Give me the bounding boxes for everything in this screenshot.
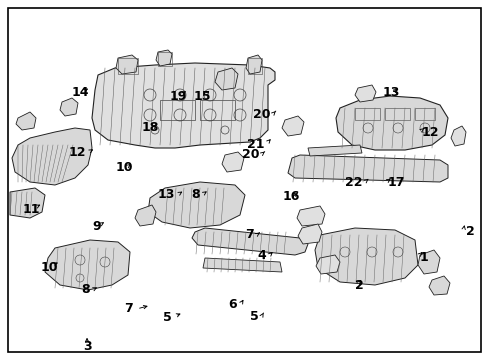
Bar xyxy=(158,52,172,66)
Text: 2: 2 xyxy=(465,225,473,238)
Text: 13: 13 xyxy=(382,86,399,99)
Bar xyxy=(354,108,379,120)
Polygon shape xyxy=(222,152,244,172)
Polygon shape xyxy=(135,205,156,226)
Text: 9: 9 xyxy=(92,220,101,233)
Text: 16: 16 xyxy=(282,190,299,203)
Polygon shape xyxy=(428,276,449,295)
Bar xyxy=(160,100,195,120)
Polygon shape xyxy=(335,96,447,150)
Polygon shape xyxy=(417,250,439,274)
Polygon shape xyxy=(116,55,138,74)
Polygon shape xyxy=(203,258,282,272)
Polygon shape xyxy=(92,63,274,148)
Polygon shape xyxy=(314,228,417,285)
Polygon shape xyxy=(287,155,447,182)
Text: 17: 17 xyxy=(386,176,404,189)
Polygon shape xyxy=(192,228,307,255)
Text: 8: 8 xyxy=(81,283,89,296)
Text: 11: 11 xyxy=(23,203,41,216)
Text: 5: 5 xyxy=(163,311,172,324)
Text: 13: 13 xyxy=(157,188,175,201)
Polygon shape xyxy=(296,206,325,226)
Text: 4: 4 xyxy=(257,249,265,262)
Bar xyxy=(414,108,434,120)
Bar xyxy=(384,108,409,120)
Polygon shape xyxy=(10,188,45,218)
Text: 14: 14 xyxy=(72,86,89,99)
Polygon shape xyxy=(450,126,465,146)
Text: 12: 12 xyxy=(68,147,86,159)
Polygon shape xyxy=(354,85,375,102)
Text: 19: 19 xyxy=(169,90,187,103)
Text: 18: 18 xyxy=(142,121,159,134)
Text: 1: 1 xyxy=(419,251,427,264)
Text: 15: 15 xyxy=(193,90,210,103)
Text: 20: 20 xyxy=(241,148,259,161)
Bar xyxy=(200,100,235,120)
Polygon shape xyxy=(307,145,361,156)
Text: 20: 20 xyxy=(252,108,270,121)
Text: 7: 7 xyxy=(245,228,254,241)
Text: 8: 8 xyxy=(190,188,199,201)
Text: 12: 12 xyxy=(421,126,438,139)
Text: 21: 21 xyxy=(246,138,264,150)
Polygon shape xyxy=(45,240,130,290)
Polygon shape xyxy=(16,112,36,130)
Polygon shape xyxy=(148,182,244,228)
Polygon shape xyxy=(297,224,321,244)
Text: 6: 6 xyxy=(228,298,237,311)
Polygon shape xyxy=(215,68,238,90)
Text: 22: 22 xyxy=(345,176,362,189)
Text: 5: 5 xyxy=(250,310,259,323)
Bar xyxy=(247,58,262,74)
Text: 7: 7 xyxy=(124,302,133,315)
Polygon shape xyxy=(315,255,339,274)
Text: 3: 3 xyxy=(82,340,91,353)
Polygon shape xyxy=(282,116,304,136)
Text: 2: 2 xyxy=(354,279,363,292)
Polygon shape xyxy=(245,55,262,74)
Text: 10: 10 xyxy=(40,261,58,274)
Polygon shape xyxy=(12,128,92,185)
Text: 10: 10 xyxy=(115,161,133,174)
Polygon shape xyxy=(60,98,78,116)
Polygon shape xyxy=(156,50,172,66)
Bar xyxy=(118,58,138,74)
